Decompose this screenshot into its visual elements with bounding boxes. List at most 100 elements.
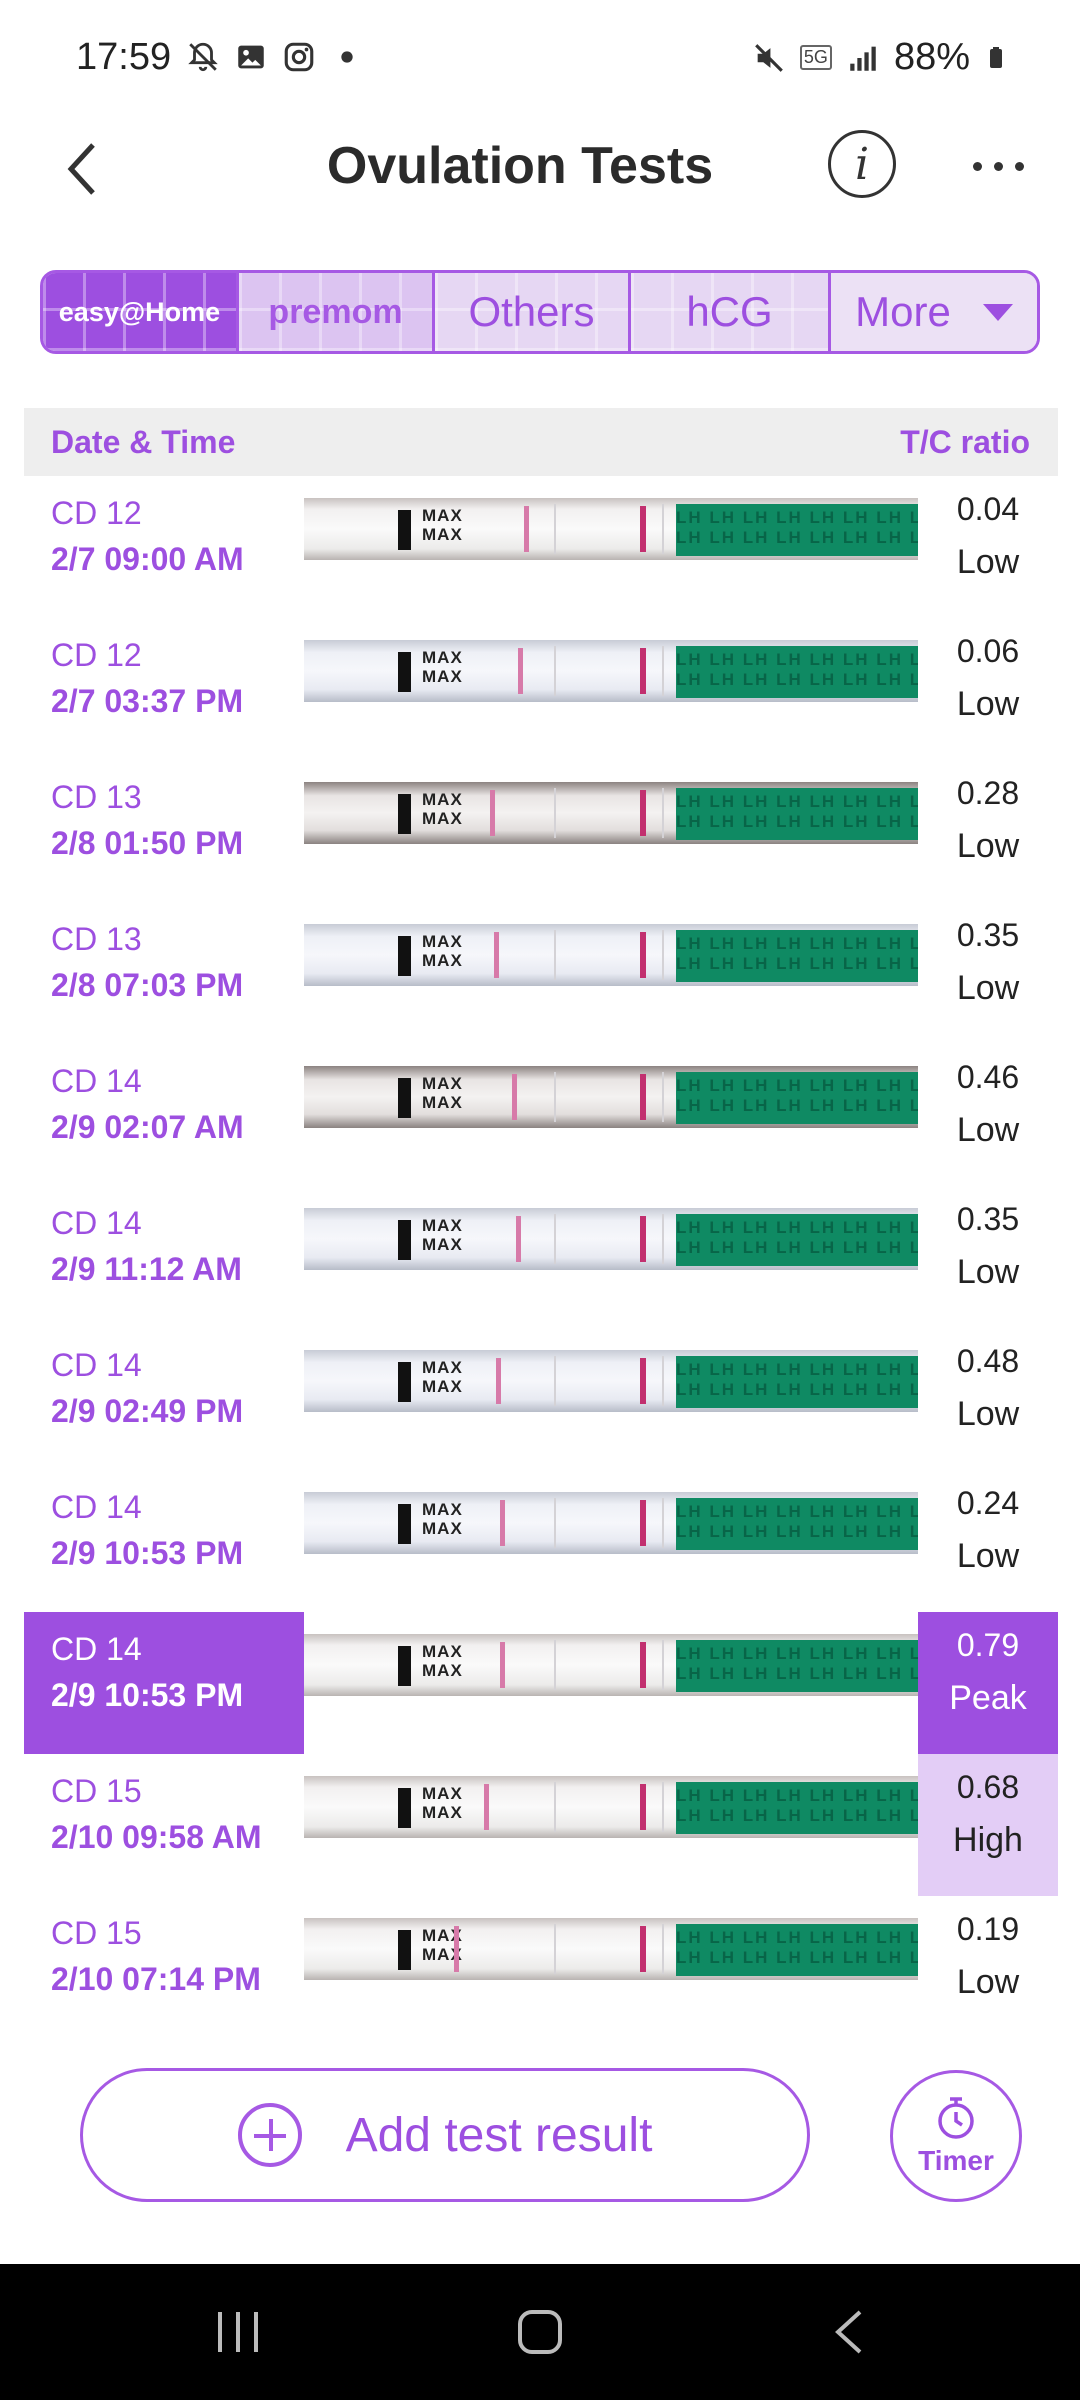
row-ratio-cell: 0.19 Low [918, 1896, 1058, 2038]
test-strip-image[interactable]: MAX MAX LH LH LH LH LH LH LH LH LH LH LH LH… [304, 782, 918, 844]
test-row[interactable]: CD 14 2/9 10:53 PM MAX MAX LH LH LH LH LH LH… [0, 1470, 1080, 1612]
add-test-result-button[interactable]: Add test result [80, 2068, 810, 2202]
lh-level-badge: Low [956, 1253, 1020, 1291]
test-strip-image[interactable]: MAX MAX LH LH LH LH LH LH LH LH LH LH LH LH… [304, 640, 918, 702]
stopwatch-icon [938, 2097, 974, 2139]
strip-control-line [640, 1926, 646, 1972]
test-strip-image[interactable]: MAX MAX LH LH LH LH LH LH LH LH LH LH LH LH… [304, 924, 918, 986]
test-row[interactable]: CD 14 2/9 10:53 PM MAX MAX LH LH LH LH LH LH… [0, 1612, 1080, 1754]
test-row[interactable]: CD 14 2/9 02:07 AM MAX MAX LH LH LH LH LH LH… [0, 1044, 1080, 1186]
battery-percent: 88% [893, 36, 970, 78]
strip-lh-label: LH LH LH LH LH LH LH LH LH LH LH LH LH LH… [676, 1214, 918, 1266]
strip-test-line [490, 790, 495, 836]
strip-test-line [524, 506, 529, 552]
tab-more-dropdown[interactable]: More [831, 273, 1037, 351]
tc-ratio-value: 0.68 [956, 1769, 1020, 1805]
strip-result-window [554, 930, 664, 980]
row-ratio-cell: 0.28 Low [918, 760, 1058, 902]
overflow-menu-button[interactable] [960, 136, 1036, 196]
strip-control-line [640, 1500, 646, 1546]
strip-control-line [640, 506, 646, 552]
timer-button[interactable]: Timer [890, 2070, 1022, 2202]
cycle-day: CD 12 [51, 495, 142, 531]
strip-result-window [554, 1924, 664, 1974]
strip-lh-label: LH LH LH LH LH LH LH LH LH LH LH LH LH LH… [676, 788, 918, 840]
strip-test-line [516, 1216, 521, 1262]
tc-ratio-value: 0.19 [956, 1911, 1020, 1947]
lh-level-badge: Low [956, 1537, 1020, 1575]
strip-max-label: MAX MAX [422, 1642, 463, 1680]
test-strip-image[interactable]: MAX MAX LH LH LH LH LH LH LH LH LH LH LH LH… [304, 498, 918, 560]
system-back-button[interactable] [830, 2308, 870, 2356]
app-bar: Ovulation Tests i [0, 120, 1080, 220]
strip-result-window [554, 1214, 664, 1264]
lh-level-badge: Low [956, 969, 1020, 1007]
dot-icon [993, 161, 1003, 171]
dot-icon [341, 51, 353, 63]
test-row[interactable]: CD 12 2/7 03:37 PM MAX MAX LH LH LH LH LH LH… [0, 618, 1080, 760]
tab-premom[interactable]: premom [239, 273, 435, 351]
test-row[interactable]: CD 14 2/9 11:12 AM MAX MAX LH LH LH LH LH LH… [0, 1186, 1080, 1328]
test-datetime: 2/9 10:53 PM [51, 1677, 244, 1713]
row-date-cell: CD 12 2/7 09:00 AM [24, 476, 304, 618]
brand-tabs: easy@Home premom Others hCG More [40, 270, 1040, 354]
gallery-icon [238, 45, 264, 69]
tc-ratio-value: 0.28 [956, 775, 1020, 811]
recents-button[interactable] [218, 2312, 258, 2352]
row-date-cell: CD 14 2/9 02:07 AM [24, 1044, 304, 1186]
strip-max-label: MAX MAX [422, 506, 463, 544]
tc-ratio-value: 0.35 [956, 917, 1020, 953]
row-ratio-cell: 0.04 Low [918, 476, 1058, 618]
strip-result-window [554, 1072, 664, 1122]
strip-handle-mark [398, 1220, 411, 1260]
test-strip-image[interactable]: MAX MAX LH LH LH LH LH LH LH LH LH LH LH LH… [304, 1634, 918, 1696]
test-datetime: 2/10 09:58 AM [51, 1819, 262, 1855]
tab-others-label: Others [468, 288, 595, 335]
test-strip-image[interactable]: MAX MAX LH LH LH LH LH LH LH LH LH LH LH LH… [304, 1918, 918, 1980]
strip-control-line [640, 932, 646, 978]
row-ratio-cell: 0.79 Peak [918, 1612, 1058, 1754]
test-strip-image[interactable]: MAX MAX LH LH LH LH LH LH LH LH LH LH LH LH… [304, 1208, 918, 1270]
strip-lh-label: LH LH LH LH LH LH LH LH LH LH LH LH LH LH… [676, 1356, 918, 1408]
info-button[interactable]: i [828, 130, 896, 198]
strip-test-line [496, 1358, 501, 1404]
notifications-off-icon [188, 42, 218, 72]
mute-icon [755, 43, 783, 72]
test-row[interactable]: CD 15 2/10 09:58 AM MAX MAX LH LH LH LH LH L… [0, 1754, 1080, 1896]
test-strip-image[interactable]: MAX MAX LH LH LH LH LH LH LH LH LH LH LH LH… [304, 1350, 918, 1412]
strip-test-line [512, 1074, 517, 1120]
strip-max-label: MAX MAX [422, 1500, 463, 1538]
cycle-day: CD 13 [51, 779, 142, 815]
strip-control-line [640, 1358, 646, 1404]
row-ratio-cell: 0.68 High [918, 1754, 1058, 1896]
test-datetime: 2/9 10:53 PM [51, 1535, 244, 1571]
row-date-cell: CD 13 2/8 01:50 PM [24, 760, 304, 902]
tc-ratio-value: 0.48 [956, 1343, 1020, 1379]
test-row[interactable]: CD 13 2/8 01:50 PM MAX MAX LH LH LH LH LH LH… [0, 760, 1080, 902]
lh-level-badge: Low [956, 543, 1020, 581]
test-strip-image[interactable]: MAX MAX LH LH LH LH LH LH LH LH LH LH LH LH… [304, 1492, 918, 1554]
tab-hcg[interactable]: hCG [631, 273, 831, 351]
row-date-cell: CD 15 2/10 07:14 PM [24, 1896, 304, 2038]
test-strip-image[interactable]: MAX MAX LH LH LH LH LH LH LH LH LH LH LH LH… [304, 1776, 918, 1838]
tab-others[interactable]: Others [435, 273, 631, 351]
recents-icon [254, 2312, 258, 2352]
status-right-icons: 5G 88% [752, 36, 1008, 79]
test-row[interactable]: CD 15 2/10 07:14 PM MAX MAX LH LH LH LH LH L… [0, 1896, 1080, 2038]
strip-lh-label: LH LH LH LH LH LH LH LH LH LH LH LH LH LH… [676, 1782, 918, 1834]
back-button[interactable] [48, 134, 118, 204]
battery-icon [990, 46, 1002, 68]
strip-handle-mark [398, 1078, 411, 1118]
test-row[interactable]: CD 12 2/7 09:00 AM MAX MAX LH LH LH LH LH LH… [0, 476, 1080, 618]
strip-lh-label: LH LH LH LH LH LH LH LH LH LH LH LH LH LH… [676, 504, 918, 556]
test-row[interactable]: CD 13 2/8 07:03 PM MAX MAX LH LH LH LH LH LH… [0, 902, 1080, 1044]
lh-level-badge: Peak [949, 1679, 1027, 1717]
lh-level-badge: Low [956, 685, 1020, 723]
test-row[interactable]: CD 14 2/9 02:49 PM MAX MAX LH LH LH LH LH LH… [0, 1328, 1080, 1470]
strip-handle-mark [398, 1504, 411, 1544]
tab-easyhome[interactable]: easy@Home [43, 273, 239, 351]
strip-result-window [554, 788, 664, 838]
test-strip-image[interactable]: MAX MAX LH LH LH LH LH LH LH LH LH LH LH LH… [304, 1066, 918, 1128]
strip-lh-label: LH LH LH LH LH LH LH LH LH LH LH LH LH LH… [676, 1640, 918, 1692]
home-button[interactable] [518, 2310, 562, 2354]
